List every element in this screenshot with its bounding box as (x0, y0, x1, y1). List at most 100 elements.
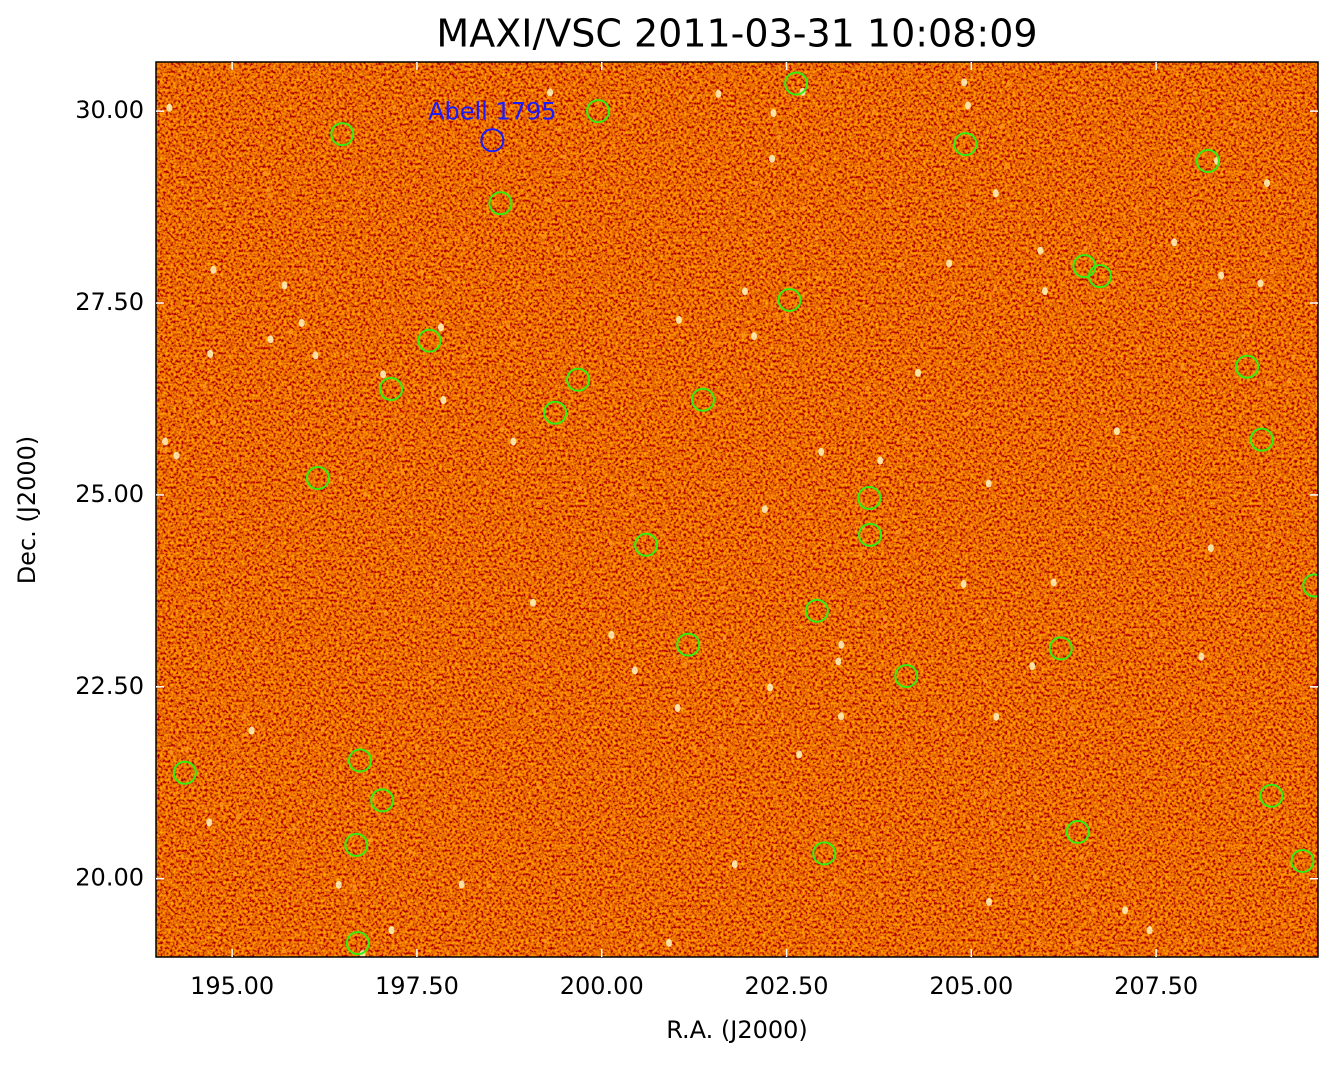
source-circle (953, 132, 978, 157)
sky-speckle (437, 323, 444, 332)
sky-speckle (688, 94, 693, 100)
source-circle (1290, 849, 1315, 874)
sky-speckle (510, 437, 517, 446)
sky-speckle (431, 385, 436, 391)
sky-speckle (357, 189, 362, 195)
sky-speckle (895, 529, 900, 535)
source-circle (305, 466, 330, 491)
x-tick-label: 195.00 (190, 972, 274, 1000)
sky-speckle (1207, 544, 1214, 553)
sky-speckle (1016, 789, 1021, 795)
sky-speckle (638, 943, 643, 949)
sky-speckle (993, 712, 1000, 721)
sky-speckle (715, 89, 722, 98)
sky-speckle (816, 275, 821, 281)
sky-speckle (784, 312, 789, 318)
sky-speckle (267, 193, 272, 199)
sky-speckle (1154, 484, 1159, 490)
sky-speckle (532, 708, 537, 714)
sky-speckle (369, 836, 374, 842)
sky-speckle (735, 696, 740, 702)
sky-speckle (777, 134, 782, 140)
sky-speckle (1241, 947, 1246, 953)
sky-speckle (796, 750, 803, 759)
annotation-circle (480, 128, 505, 153)
sky-speckle (879, 892, 884, 898)
sky-speckle (239, 773, 244, 779)
sky-speckle (1157, 719, 1162, 725)
sky-speckle (266, 186, 271, 192)
x-tick-label: 205.00 (929, 972, 1013, 1000)
sky-speckle (1287, 377, 1292, 383)
source-circle (348, 748, 373, 773)
sky-speckle (440, 396, 447, 405)
sky-speckle (1037, 246, 1044, 255)
sky-speckle (400, 469, 405, 475)
sky-speckle (964, 411, 969, 417)
chart-title: MAXI/VSC 2011-03-31 10:08:09 (436, 12, 1037, 56)
sky-speckle (1148, 632, 1153, 638)
source-circle (676, 632, 701, 657)
sky-speckle (898, 775, 903, 781)
sky-speckle (837, 94, 842, 100)
sky-speckle (363, 491, 368, 497)
sky-speckle (398, 447, 403, 453)
sky-speckle (810, 166, 815, 172)
sky-speckle (557, 126, 562, 132)
sky-speckle (519, 527, 524, 533)
sky-speckle (966, 202, 971, 208)
sky-speckle (983, 791, 988, 797)
sky-speckle (392, 104, 397, 110)
sky-speckle (1244, 754, 1249, 760)
sky-speckle (1177, 145, 1182, 151)
sky-speckle (1192, 90, 1197, 96)
sky-speckle (1079, 854, 1084, 860)
source-circle (1249, 427, 1274, 452)
sky-speckle (1171, 238, 1178, 247)
sky-speckle (1113, 427, 1120, 436)
sky-speckle (1006, 82, 1011, 88)
sky-speckle (741, 332, 746, 338)
sky-speckle (1083, 245, 1088, 251)
sky-speckle (1102, 297, 1107, 303)
sky-speckle (1235, 105, 1240, 111)
sky-speckle (669, 777, 674, 783)
sky-speckle (452, 805, 457, 811)
sky-speckle (408, 849, 413, 855)
sky-speckle (1003, 164, 1008, 170)
sky-speckle (871, 109, 876, 115)
source-circle (784, 71, 809, 96)
sky-speckle (994, 779, 999, 785)
sky-speckle (434, 581, 439, 587)
sky-speckle (169, 749, 174, 755)
sky-speckle (554, 245, 559, 251)
sky-speckle (946, 259, 953, 268)
x-tick-label: 202.50 (745, 972, 829, 1000)
sky-speckle (244, 731, 249, 737)
sky-speckle (1184, 937, 1189, 943)
sky-speckle (1104, 237, 1109, 243)
sky-speckle (608, 540, 613, 546)
sky-speckle (630, 491, 635, 497)
y-tick-label: 20.00 (75, 864, 144, 892)
sky-speckle (206, 818, 213, 827)
sky-speckle (590, 924, 595, 930)
sky-speckle (770, 694, 775, 700)
sky-speckle (1218, 271, 1225, 280)
sky-speckle (767, 683, 774, 692)
sky-speckle (304, 268, 309, 274)
sky-speckle (733, 397, 738, 403)
sky-speckle (1025, 824, 1030, 830)
sky-speckle (287, 385, 292, 391)
sky-speckle (731, 860, 738, 869)
sky-speckle (946, 244, 951, 250)
y-tick-label: 30.00 (75, 96, 144, 124)
sky-speckle (1107, 62, 1112, 67)
sky-speckle (320, 727, 325, 733)
sky-speckle (163, 448, 168, 454)
sky-speckle (1010, 890, 1015, 896)
sky-speckle (420, 269, 425, 275)
plot-area: Abell 1795 (172, 71, 1318, 956)
sky-speckle (898, 262, 903, 268)
plot-frame (155, 61, 1319, 958)
